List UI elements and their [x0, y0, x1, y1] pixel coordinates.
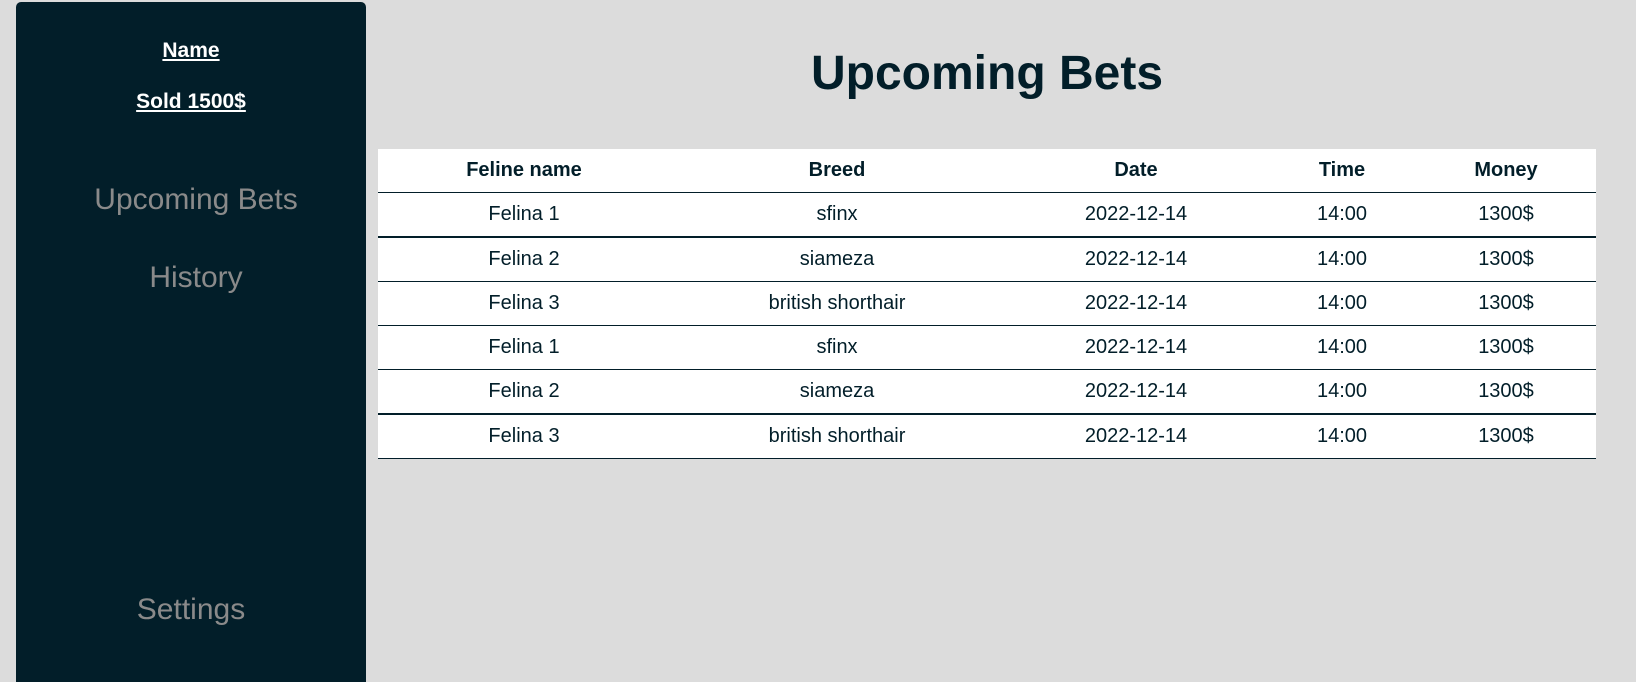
cell-money: 1300$: [1416, 414, 1596, 459]
cell-breed: british shorthair: [670, 414, 1004, 459]
cell-time: 14:00: [1268, 237, 1416, 282]
cell-time: 14:00: [1268, 414, 1416, 459]
cell-breed: sfinx: [670, 325, 1004, 370]
column-header-feline-name: Feline name: [378, 149, 670, 193]
cell-feline-name: Felina 3: [378, 414, 670, 459]
column-header-time: Time: [1268, 149, 1416, 193]
cell-date: 2022-12-14: [1004, 192, 1268, 238]
column-header-breed: Breed: [670, 149, 1004, 193]
table-row: Felina 2 siameza 2022-12-14 14:00 1300$: [378, 369, 1596, 415]
table-row: Felina 1 sfinx 2022-12-14 14:00 1300$: [378, 325, 1596, 370]
column-header-date: Date: [1004, 149, 1268, 193]
cell-time: 14:00: [1268, 192, 1416, 238]
cell-money: 1300$: [1416, 369, 1596, 415]
cell-feline-name: Felina 3: [378, 281, 670, 326]
cell-time: 14:00: [1268, 325, 1416, 370]
nav-history[interactable]: History: [149, 261, 243, 294]
cell-date: 2022-12-14: [1004, 325, 1268, 370]
cell-feline-name: Felina 1: [378, 192, 670, 238]
column-header-money: Money: [1416, 149, 1596, 193]
cell-breed: british shorthair: [670, 281, 1004, 326]
table-row: Felina 1 sfinx 2022-12-14 14:00 1300$: [378, 192, 1596, 238]
cell-time: 14:00: [1268, 369, 1416, 415]
cell-date: 2022-12-14: [1004, 414, 1268, 459]
nav-upcoming-bets[interactable]: Upcoming Bets: [94, 183, 298, 216]
cell-money: 1300$: [1416, 192, 1596, 238]
cell-date: 2022-12-14: [1004, 281, 1268, 326]
cell-date: 2022-12-14: [1004, 237, 1268, 282]
cell-money: 1300$: [1416, 281, 1596, 326]
cell-breed: siameza: [670, 369, 1004, 415]
table-row: Felina 3 british shorthair 2022-12-14 14…: [378, 414, 1596, 459]
nav-settings[interactable]: Settings: [136, 593, 246, 626]
table-header-row: Feline name Breed Date Time Money: [378, 149, 1596, 193]
cell-date: 2022-12-14: [1004, 369, 1268, 415]
user-balance: Sold 1500$: [16, 90, 366, 114]
user-name: Name: [16, 39, 366, 63]
table-row: Felina 3 british shorthair 2022-12-14 14…: [378, 281, 1596, 326]
cell-time: 14:00: [1268, 281, 1416, 326]
cell-breed: sfinx: [670, 192, 1004, 238]
cell-feline-name: Felina 2: [378, 369, 670, 415]
user-balance-link[interactable]: Sold 1500$: [136, 90, 246, 113]
user-name-link[interactable]: Name: [162, 39, 220, 62]
table-row: Felina 2 siameza 2022-12-14 14:00 1300$: [378, 237, 1596, 282]
page-title: Upcoming Bets: [810, 47, 1164, 100]
sidebar: Name Sold 1500$ Upcoming Bets History Se…: [16, 2, 366, 682]
cell-money: 1300$: [1416, 325, 1596, 370]
cell-breed: siameza: [670, 237, 1004, 282]
cell-money: 1300$: [1416, 237, 1596, 282]
cell-feline-name: Felina 2: [378, 237, 670, 282]
cell-feline-name: Felina 1: [378, 325, 670, 370]
bets-table: Feline name Breed Date Time Money Felina…: [378, 149, 1596, 459]
